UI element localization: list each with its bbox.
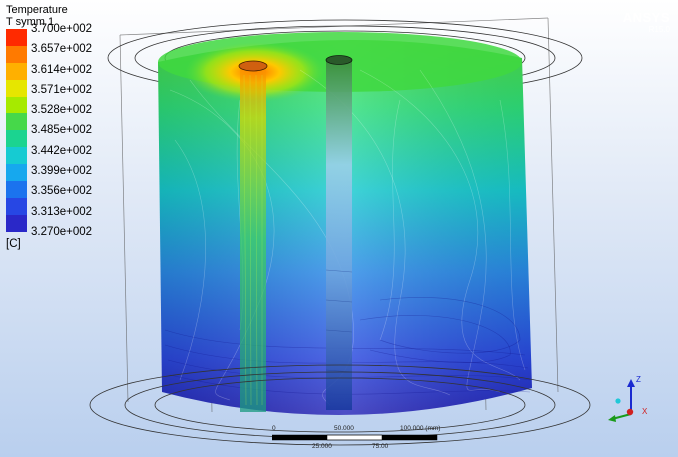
legend-color-step (6, 147, 27, 164)
temperature-legend: Temperature T symm 1 3.700e+002 3.657e+00… (6, 4, 68, 29)
legend-color-step (6, 97, 27, 114)
legend-color-step (6, 215, 27, 232)
legend-color-step (6, 46, 27, 63)
scale-tick-50: 50.000 (334, 425, 354, 432)
brand-version: R15.0 (623, 25, 670, 34)
legend-labels: 3.700e+002 3.657e+002 3.614e+002 3.571e+002… (31, 23, 92, 246)
legend-color-step (6, 198, 27, 215)
legend-color-bar (6, 29, 27, 232)
legend-color-step (6, 164, 27, 181)
legend-color-step (6, 63, 27, 80)
legend-color-step (6, 80, 27, 97)
triad-x-label: X (642, 407, 648, 416)
legend-value: 3.571e+002 (31, 84, 92, 104)
brand-name: ANSYS (623, 10, 670, 25)
legend-value: 3.528e+002 (31, 104, 92, 124)
legend-title: Temperature (6, 4, 68, 16)
triad-z-label: Z (636, 375, 641, 384)
scale-bar: 0 50.000 100.000 (mm) 25.000 75.00 (272, 424, 502, 454)
legend-value: 3.356e+002 (31, 185, 92, 205)
legend-value: 3.614e+002 (31, 64, 92, 84)
legend-value: 3.399e+002 (31, 165, 92, 185)
legend-unit: [C] (6, 238, 21, 250)
legend-value: 3.700e+002 (31, 23, 92, 43)
ansys-logo: ANSYS R15.0 (623, 10, 670, 34)
legend-value: 3.442e+002 (31, 145, 92, 165)
axis-triad-graphic: Z X (606, 370, 656, 426)
legend-value: 3.657e+002 (31, 43, 92, 63)
scale-tick-25: 25.000 (312, 443, 332, 450)
legend-color-step (6, 130, 27, 147)
legend-color-step (6, 113, 27, 130)
legend-value: 3.270e+002 (31, 226, 92, 246)
legend-color-step (6, 181, 27, 198)
axis-triad[interactable]: Z X (606, 370, 656, 426)
scale-tick-0: 0 (272, 425, 276, 432)
scale-tick-100: 100.000 (mm) (400, 425, 440, 432)
legend-value: 3.313e+002 (31, 206, 92, 226)
legend-value: 3.485e+002 (31, 124, 92, 144)
legend-color-step (6, 29, 27, 46)
scale-tick-75: 75.00 (372, 443, 388, 450)
